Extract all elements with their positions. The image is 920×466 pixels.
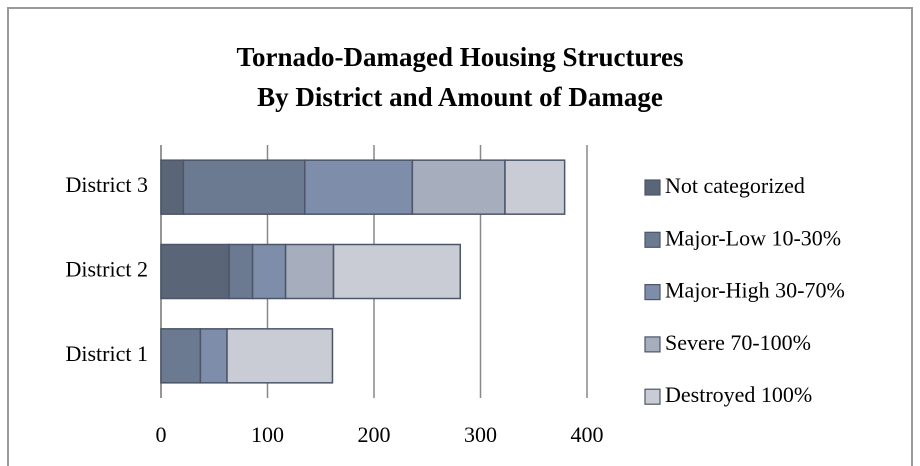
bar-segment	[182, 159, 306, 215]
y-tick-label: District 1	[66, 341, 149, 366]
bar-segment	[504, 159, 566, 215]
bar-segment	[251, 243, 287, 300]
bar-segment	[332, 243, 462, 300]
x-tick-label: 300	[464, 422, 497, 447]
bar-segment	[284, 243, 335, 300]
legend-label: Not categorized	[665, 173, 805, 198]
bar-segment	[304, 159, 414, 215]
y-tick-label: District 3	[66, 172, 149, 197]
bar-segment	[199, 328, 228, 384]
frame	[7, 7, 913, 466]
legend-swatch	[644, 284, 661, 301]
chart-title: Tornado-Damaged Housing Structures	[236, 42, 683, 72]
legend-swatch	[644, 388, 661, 405]
bar-segment	[228, 243, 254, 300]
x-tick-label: 100	[251, 422, 284, 447]
chart-subtitle: By District and Amount of Damage	[257, 82, 663, 112]
bar-segment	[160, 328, 202, 384]
x-tick-label: 400	[571, 422, 604, 447]
bar-segment	[160, 159, 185, 215]
x-tick-label: 0	[156, 422, 167, 447]
legend-swatch	[644, 179, 661, 196]
legend-label: Destroyed 100%	[665, 382, 812, 407]
legend-swatch	[644, 336, 661, 353]
bar-segment	[160, 243, 230, 300]
x-tick-label: 200	[358, 422, 391, 447]
bar-segment	[411, 159, 506, 215]
legend-label: Major-High 30-70%	[665, 278, 845, 303]
legend-label: Severe 70-100%	[665, 330, 811, 355]
y-tick-label: District 2	[66, 257, 149, 282]
bar-segment	[226, 328, 334, 384]
legend-swatch	[644, 231, 661, 248]
legend-label: Major-Low 10-30%	[665, 225, 841, 250]
